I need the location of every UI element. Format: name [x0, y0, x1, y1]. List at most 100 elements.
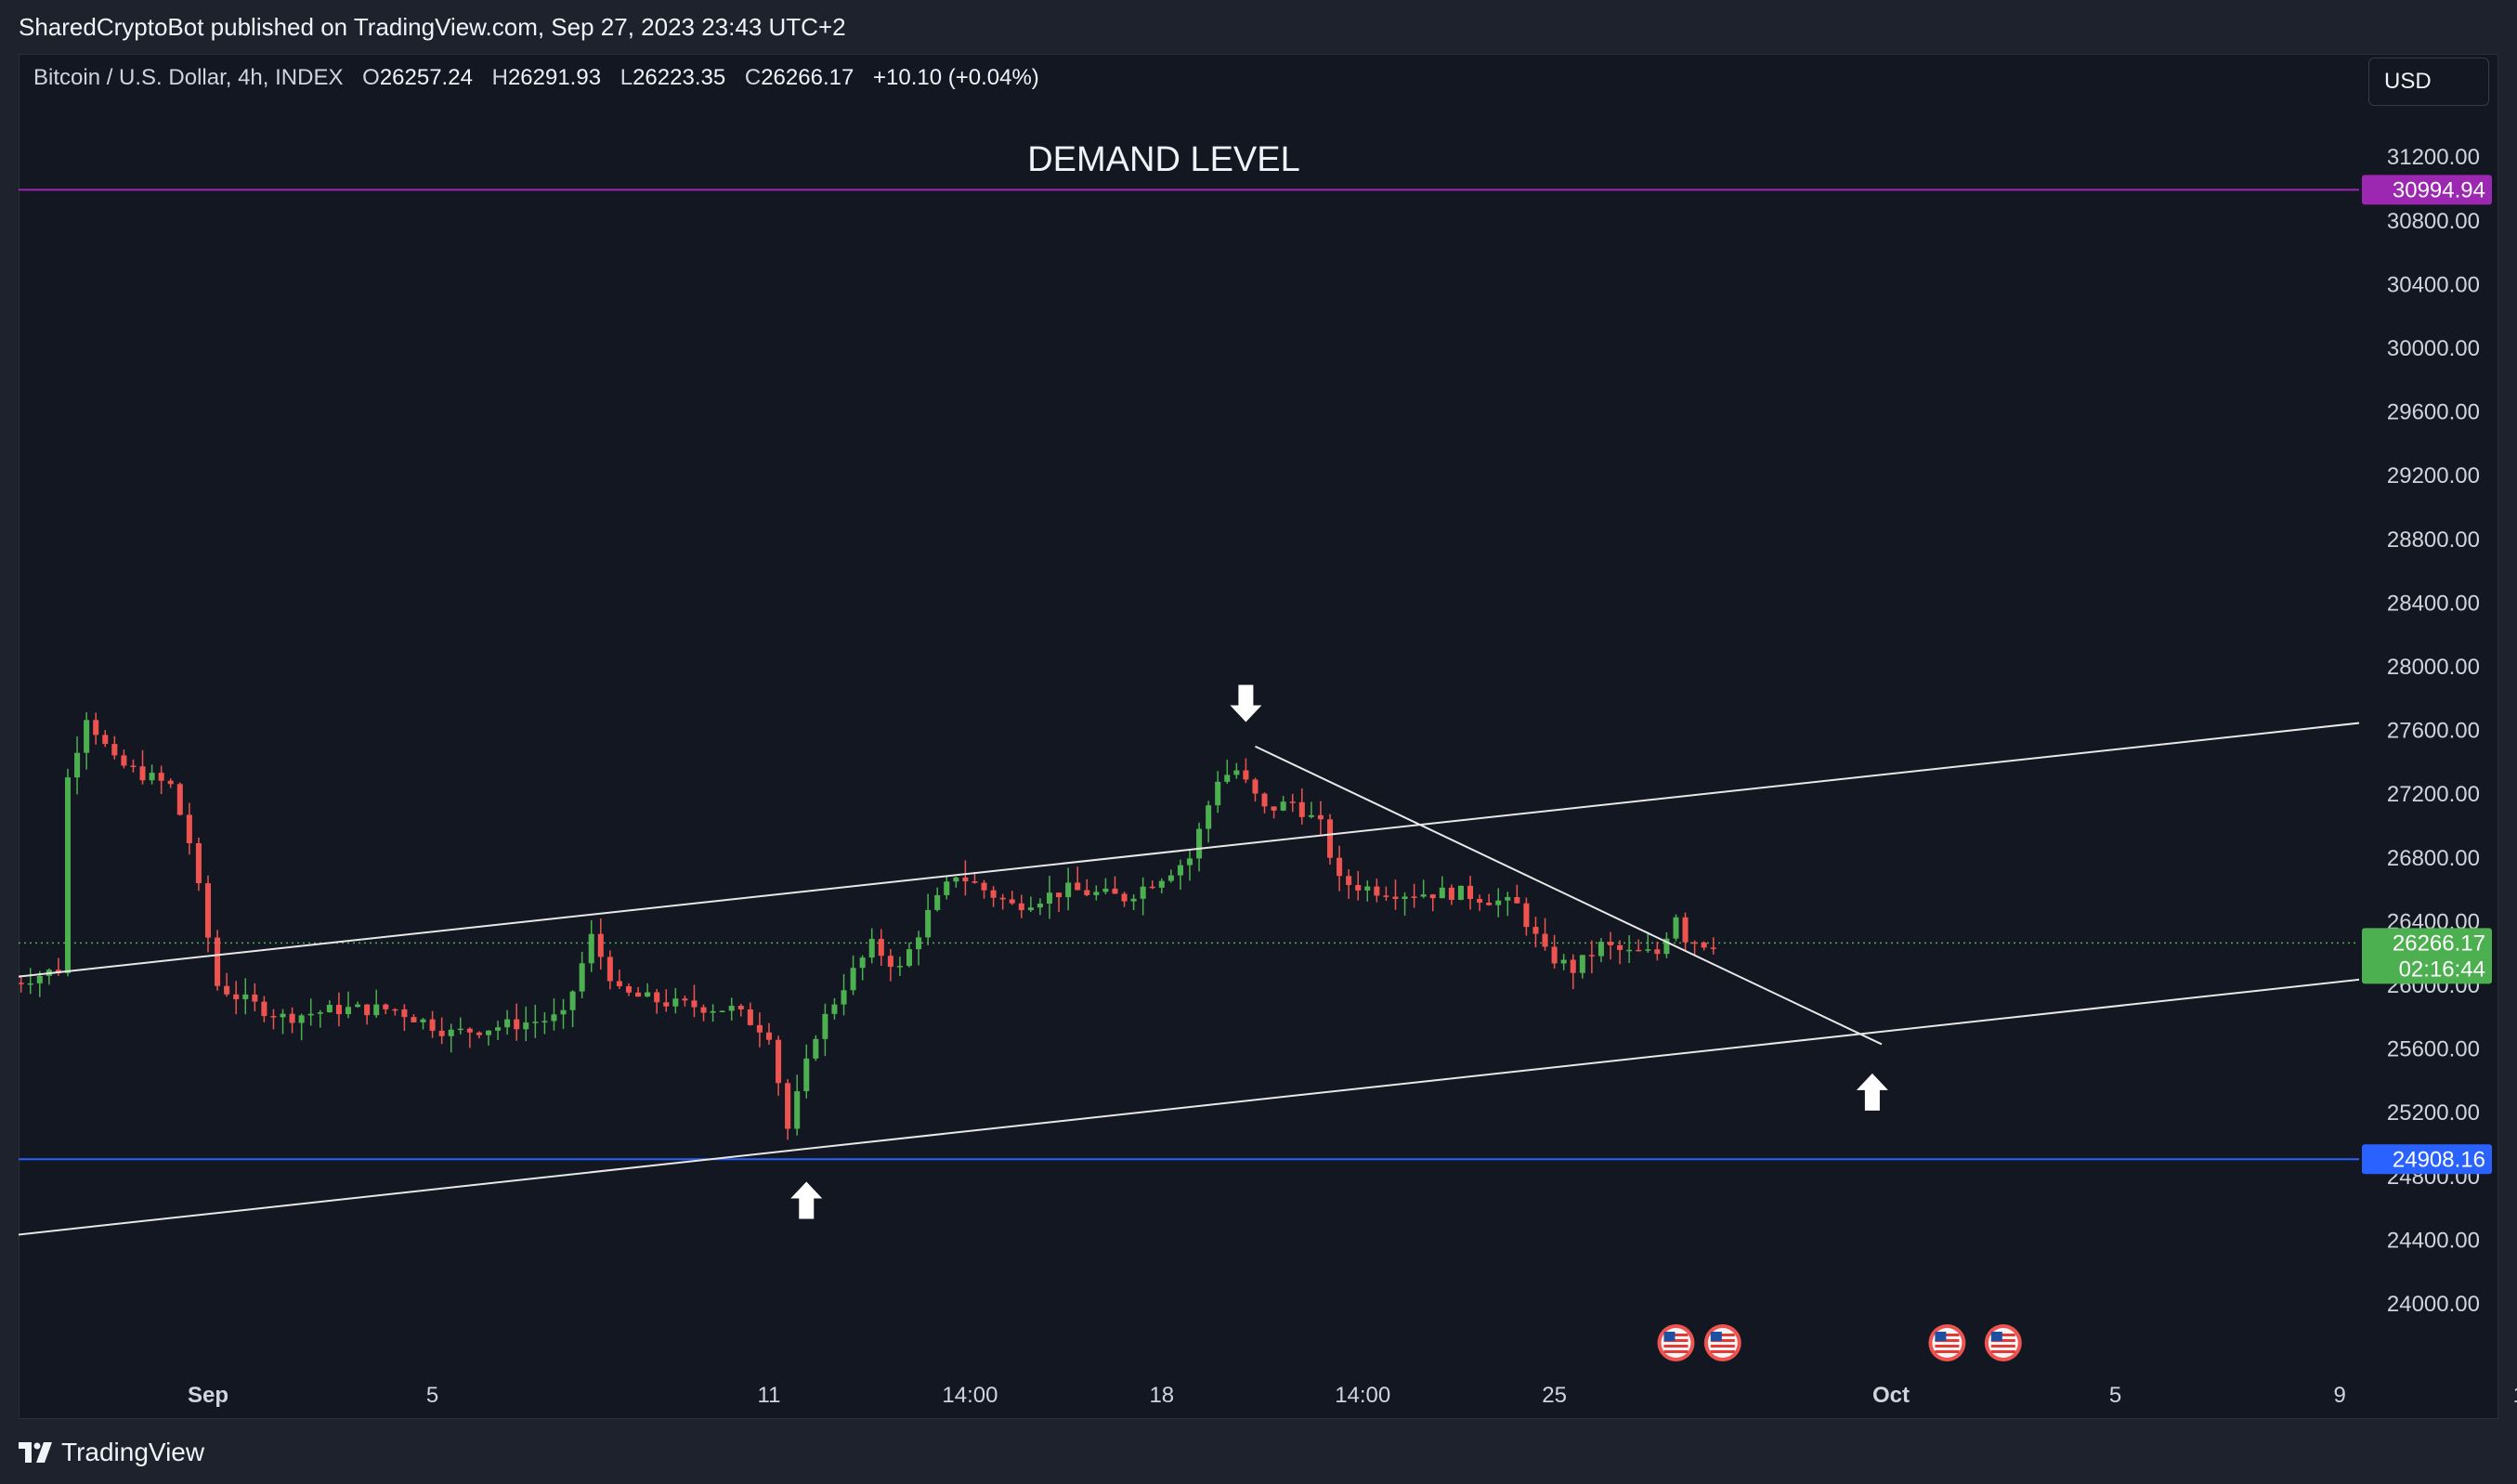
us-flag-3-icon[interactable]: [1928, 1324, 1966, 1361]
candle: [1130, 893, 1137, 910]
candle: [1383, 886, 1389, 902]
candle: [1626, 935, 1633, 963]
candle: [1243, 758, 1249, 784]
candle: [457, 1017, 463, 1035]
candle: [1206, 801, 1212, 843]
candle: [1261, 792, 1268, 814]
candle: [1009, 891, 1015, 905]
candle: [1514, 884, 1520, 904]
y-tick-label: 25200.00: [2387, 1100, 2480, 1126]
y-tick-label: 28800.00: [2387, 527, 2480, 553]
y-tick-label: 26800.00: [2387, 846, 2480, 871]
candle: [1691, 940, 1698, 955]
candle: [1457, 885, 1464, 901]
tradingview-brand-text: TradingView: [61, 1438, 205, 1466]
candle: [1037, 898, 1043, 916]
time-axis[interactable]: Sep 5 11 14:00 18 14:00 25 Oct 5 9 14:00: [188, 1383, 2517, 1408]
candle: [1570, 954, 1576, 990]
candle: [270, 1009, 277, 1030]
candle: [1392, 879, 1399, 910]
candle: [1280, 796, 1286, 812]
candles[interactable]: [9, 711, 1716, 1140]
candle: [1439, 876, 1445, 899]
candle: [635, 986, 642, 997]
y-tick-label: 25600.00: [2387, 1037, 2480, 1062]
y-tick-label: 27600.00: [2387, 719, 2480, 744]
y-tick-label: 28400.00: [2387, 591, 2480, 616]
candle: [1186, 849, 1193, 881]
candle: [158, 765, 164, 795]
candle: [392, 1008, 398, 1016]
candle: [1411, 883, 1417, 908]
candle: [1326, 814, 1334, 865]
candle: [195, 837, 202, 892]
candle: [532, 1004, 539, 1038]
candle: [645, 983, 651, 997]
published-by-text: SharedCryptoBot published on TradingView…: [19, 13, 846, 41]
candle: [916, 931, 922, 966]
candle: [1467, 876, 1474, 910]
candle: [710, 1004, 716, 1022]
candle: [355, 1001, 361, 1008]
candle: [84, 711, 90, 770]
ohlc-legend: Bitcoin / U.S. Dollar, 4h, INDEX O26257.…: [33, 65, 1039, 91]
us-flag-4-icon[interactable]: [1984, 1324, 2022, 1361]
candle: [1112, 876, 1118, 894]
us-flag-1-icon[interactable]: [1657, 1324, 1695, 1361]
candle: [64, 768, 72, 977]
candle: [1532, 917, 1539, 948]
candle: [765, 1022, 773, 1045]
candle: [776, 1035, 782, 1097]
candle: [616, 970, 622, 989]
candle: [74, 735, 81, 795]
candle: [1355, 870, 1362, 901]
candle: [242, 978, 249, 1015]
candle: [373, 989, 380, 1018]
candle: [1542, 918, 1548, 951]
channel-lower-trendline[interactable]: [12, 947, 2517, 1236]
x-tick-label: 11: [758, 1383, 781, 1408]
candle: [1149, 880, 1155, 890]
candle: [1252, 777, 1258, 802]
us-flag-2-icon[interactable]: [1703, 1324, 1741, 1361]
candle: [1420, 879, 1427, 899]
x-tick-label: 5: [426, 1383, 438, 1408]
arrow-up-1-icon[interactable]: [790, 1181, 823, 1219]
open-value: 26257.24: [379, 65, 473, 90]
tradingview-logo[interactable]: TradingView: [19, 1438, 204, 1467]
currency-button[interactable]: USD: [2368, 58, 2489, 106]
plot-area[interactable]: [9, 189, 2517, 1361]
chart-panel[interactable]: [19, 54, 2498, 1419]
candle: [803, 1044, 810, 1099]
candle: [298, 1013, 305, 1041]
candle: [906, 942, 913, 968]
candle: [1673, 914, 1679, 942]
arrow-up-2-icon[interactable]: [1856, 1073, 1888, 1111]
candle: [560, 998, 567, 1029]
candle: [280, 1009, 286, 1035]
descending-line-trendline[interactable]: [1255, 745, 1883, 1046]
candle: [233, 981, 240, 1015]
symbol-name[interactable]: Bitcoin / U.S. Dollar, 4h, INDEX: [33, 65, 344, 90]
candle: [1027, 896, 1034, 912]
candle: [813, 1035, 819, 1061]
candle: [411, 1014, 417, 1022]
candle: [1429, 893, 1436, 912]
candle: [317, 1009, 323, 1028]
x-tick-label: Sep: [188, 1383, 228, 1408]
candle: [944, 875, 950, 900]
price-axis[interactable]: 31200.00 30800.00 30400.00 30000.00 29600.00…: [2362, 145, 2492, 1317]
candle: [495, 1021, 502, 1040]
y-tick-label: 30400.00: [2387, 272, 2480, 297]
svg-text:24908.16: 24908.16: [2393, 1147, 2485, 1172]
candle: [728, 997, 735, 1021]
close-value: 26266.17: [761, 65, 854, 90]
arrow-down-1-icon[interactable]: [1230, 684, 1262, 722]
y-tick-label: 24000.00: [2387, 1292, 2480, 1317]
candle: [841, 973, 847, 1016]
candle: [261, 996, 267, 1022]
candle: [794, 1074, 801, 1136]
channel-upper-trendline[interactable]: [12, 691, 2517, 978]
candle: [102, 730, 109, 748]
